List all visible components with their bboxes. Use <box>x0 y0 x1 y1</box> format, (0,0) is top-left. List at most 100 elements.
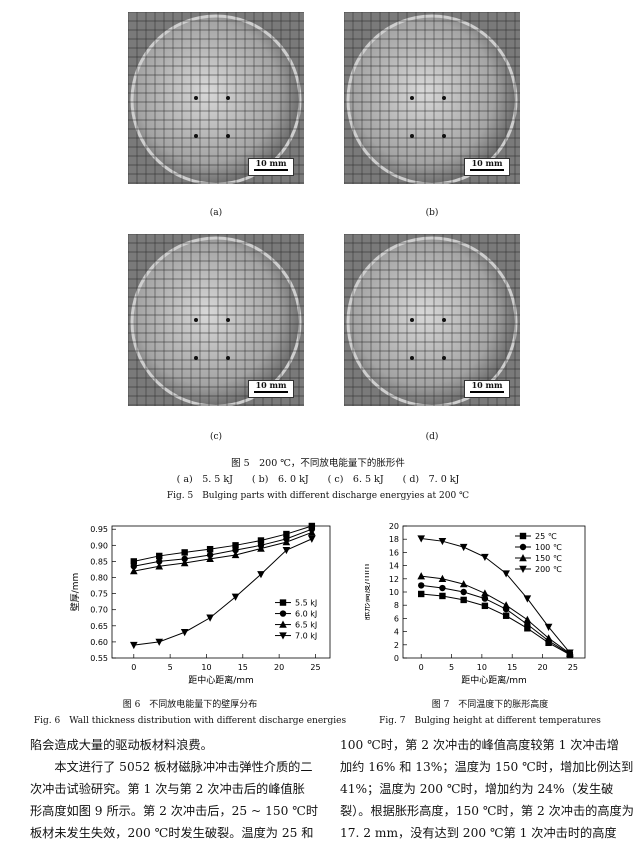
data-point <box>459 580 468 588</box>
data-point <box>438 574 447 582</box>
data-point <box>502 570 510 578</box>
x-tick-label: 15 <box>238 663 248 672</box>
data-point <box>481 602 489 610</box>
legend-label: 25 ℃ <box>535 532 557 541</box>
data-point <box>481 589 489 597</box>
data-point <box>181 555 188 563</box>
legend-label: 100 ℃ <box>535 543 562 552</box>
text-line: 板材未发生失效，200 ℃时发生破裂。温度为 25 和 <box>30 826 314 840</box>
bulged-part-image <box>344 12 520 184</box>
data-point <box>130 567 138 575</box>
y-axis-label: 胀形高度/mm <box>365 564 372 621</box>
y-tick-label: 0.60 <box>90 638 108 647</box>
y-tick-label: 18 <box>389 535 399 544</box>
data-point <box>130 563 137 570</box>
y-tick-label: 10 <box>389 588 399 597</box>
data-point <box>206 614 214 622</box>
data-point <box>523 615 532 623</box>
y-tick-label: 0.95 <box>90 525 108 534</box>
data-point <box>439 592 446 600</box>
data-point <box>519 554 527 562</box>
y-tick-label: 0 <box>394 654 399 663</box>
data-point <box>257 571 265 579</box>
fig6-caption-en: Fig. 6 Wall thickness distribution with … <box>33 716 347 726</box>
fig7-bulging-height-chart: 0 2 4 6 8 10 12 14 16 18 20 0 5 10 15 20 25 距中心距离/mm 胀形高度/… <box>365 522 586 686</box>
data-point <box>417 572 425 580</box>
photo-label-d: (d) <box>425 432 439 442</box>
data-point <box>279 599 287 606</box>
photo-c: 10 mm <box>128 234 304 406</box>
data-point <box>438 537 447 546</box>
data-point <box>459 543 468 552</box>
y-tick-label: 12 <box>389 575 399 584</box>
data-point <box>206 554 214 563</box>
y-tick-label: 0.80 <box>90 574 108 583</box>
data-point <box>283 530 290 538</box>
x-tick-label: 0 <box>419 663 424 672</box>
y-tick-label: 6 <box>394 614 399 623</box>
data-point <box>502 601 510 609</box>
y-tick-label: 14 <box>389 562 399 571</box>
photo-label-a: (a) <box>209 208 223 218</box>
fig5-title-en: Fig. 5 Bulging parts with different disc… <box>166 491 470 501</box>
x-tick-label: 20 <box>537 663 547 672</box>
data-point <box>181 549 188 556</box>
x-tick-label: 25 <box>568 663 578 672</box>
series-line <box>421 538 571 654</box>
data-point <box>308 535 316 543</box>
bulged-part-image <box>128 234 304 406</box>
y-tick-label: 0.65 <box>90 622 108 631</box>
legend-label: 5.5 kJ <box>295 599 317 608</box>
fig6-wall-thickness-chart: 0.55 0.60 0.65 0.70 0.75 0.80 0.85 0.90 0.95 0 5 10… <box>70 522 331 686</box>
photo-b: 10 mm <box>344 12 520 184</box>
series-line <box>133 525 312 562</box>
text-line: 本文进行了 5052 板材磁脉冲冲击弹性介质的二 <box>30 760 313 774</box>
series-line <box>133 538 313 646</box>
data-point <box>180 629 189 637</box>
x-tick-label: 25 <box>310 663 320 672</box>
scale-bar: 10 mm <box>248 158 294 176</box>
fig5-subcaptions: ( a) 5. 5 kJ ( b) 6. 0 kJ ( c) 6. 5 kJ (… <box>176 474 460 485</box>
bulged-part-image <box>128 12 304 184</box>
data-point <box>460 596 467 604</box>
text-line: 次冲击试验研究。第 1 次与第 2 次冲击后的峰值胀 <box>30 782 305 796</box>
y-tick-label: 8 <box>394 601 399 610</box>
photo-label-c: (c) <box>209 432 223 442</box>
legend-label: 150 ℃ <box>535 554 562 563</box>
text-line: 41%；温度为 200 ℃时，增加约为 24%（发生破 <box>340 782 614 796</box>
series-line <box>421 584 571 655</box>
data-point <box>257 544 265 552</box>
data-point <box>155 562 164 570</box>
fig7-caption-cn: 图 7 不同温度下的胀形高度 <box>431 700 549 710</box>
series-line <box>421 593 571 656</box>
data-point <box>544 623 553 631</box>
data-point <box>519 543 527 551</box>
y-tick-label: 0.55 <box>90 654 108 663</box>
data-point <box>282 546 291 555</box>
photo-label-b: (b) <box>425 208 439 218</box>
x-axis-label: 距中心距离/mm <box>461 674 527 686</box>
text-line: 100 ℃时，第 2 次冲击的峰值高度较第 1 次冲击增 <box>340 738 619 752</box>
data-point <box>524 625 531 632</box>
bulged-part-image <box>344 234 520 406</box>
x-tick-label: 10 <box>201 663 211 672</box>
x-tick-label: 20 <box>274 663 284 672</box>
x-tick-label: 5 <box>449 663 454 672</box>
data-point <box>232 542 239 549</box>
x-tick-label: 10 <box>477 663 487 672</box>
data-point <box>257 537 265 544</box>
text-line: 陷会造成大量的驱动板材料浪费。 <box>30 738 213 752</box>
scale-bar: 10 mm <box>464 158 510 176</box>
y-tick-label: 0.70 <box>90 606 108 615</box>
photo-d: 10 mm <box>344 234 520 406</box>
data-point <box>418 590 425 598</box>
data-point <box>418 582 425 589</box>
fig7-caption-en: Fig. 7 Bulging height at different tempe… <box>379 716 601 726</box>
legend-label: 6.5 kJ <box>295 621 317 630</box>
series-line <box>133 528 313 567</box>
data-point <box>417 535 425 543</box>
data-point <box>180 559 189 567</box>
text-line: 形高度如图 9 所示。第 2 次冲击后，25 ~ 150 ℃时 <box>30 804 319 818</box>
fig5-title-cn: 图 5 200 ℃，不同放电能量下的胀形件 <box>231 458 405 469</box>
data-point <box>519 565 527 573</box>
